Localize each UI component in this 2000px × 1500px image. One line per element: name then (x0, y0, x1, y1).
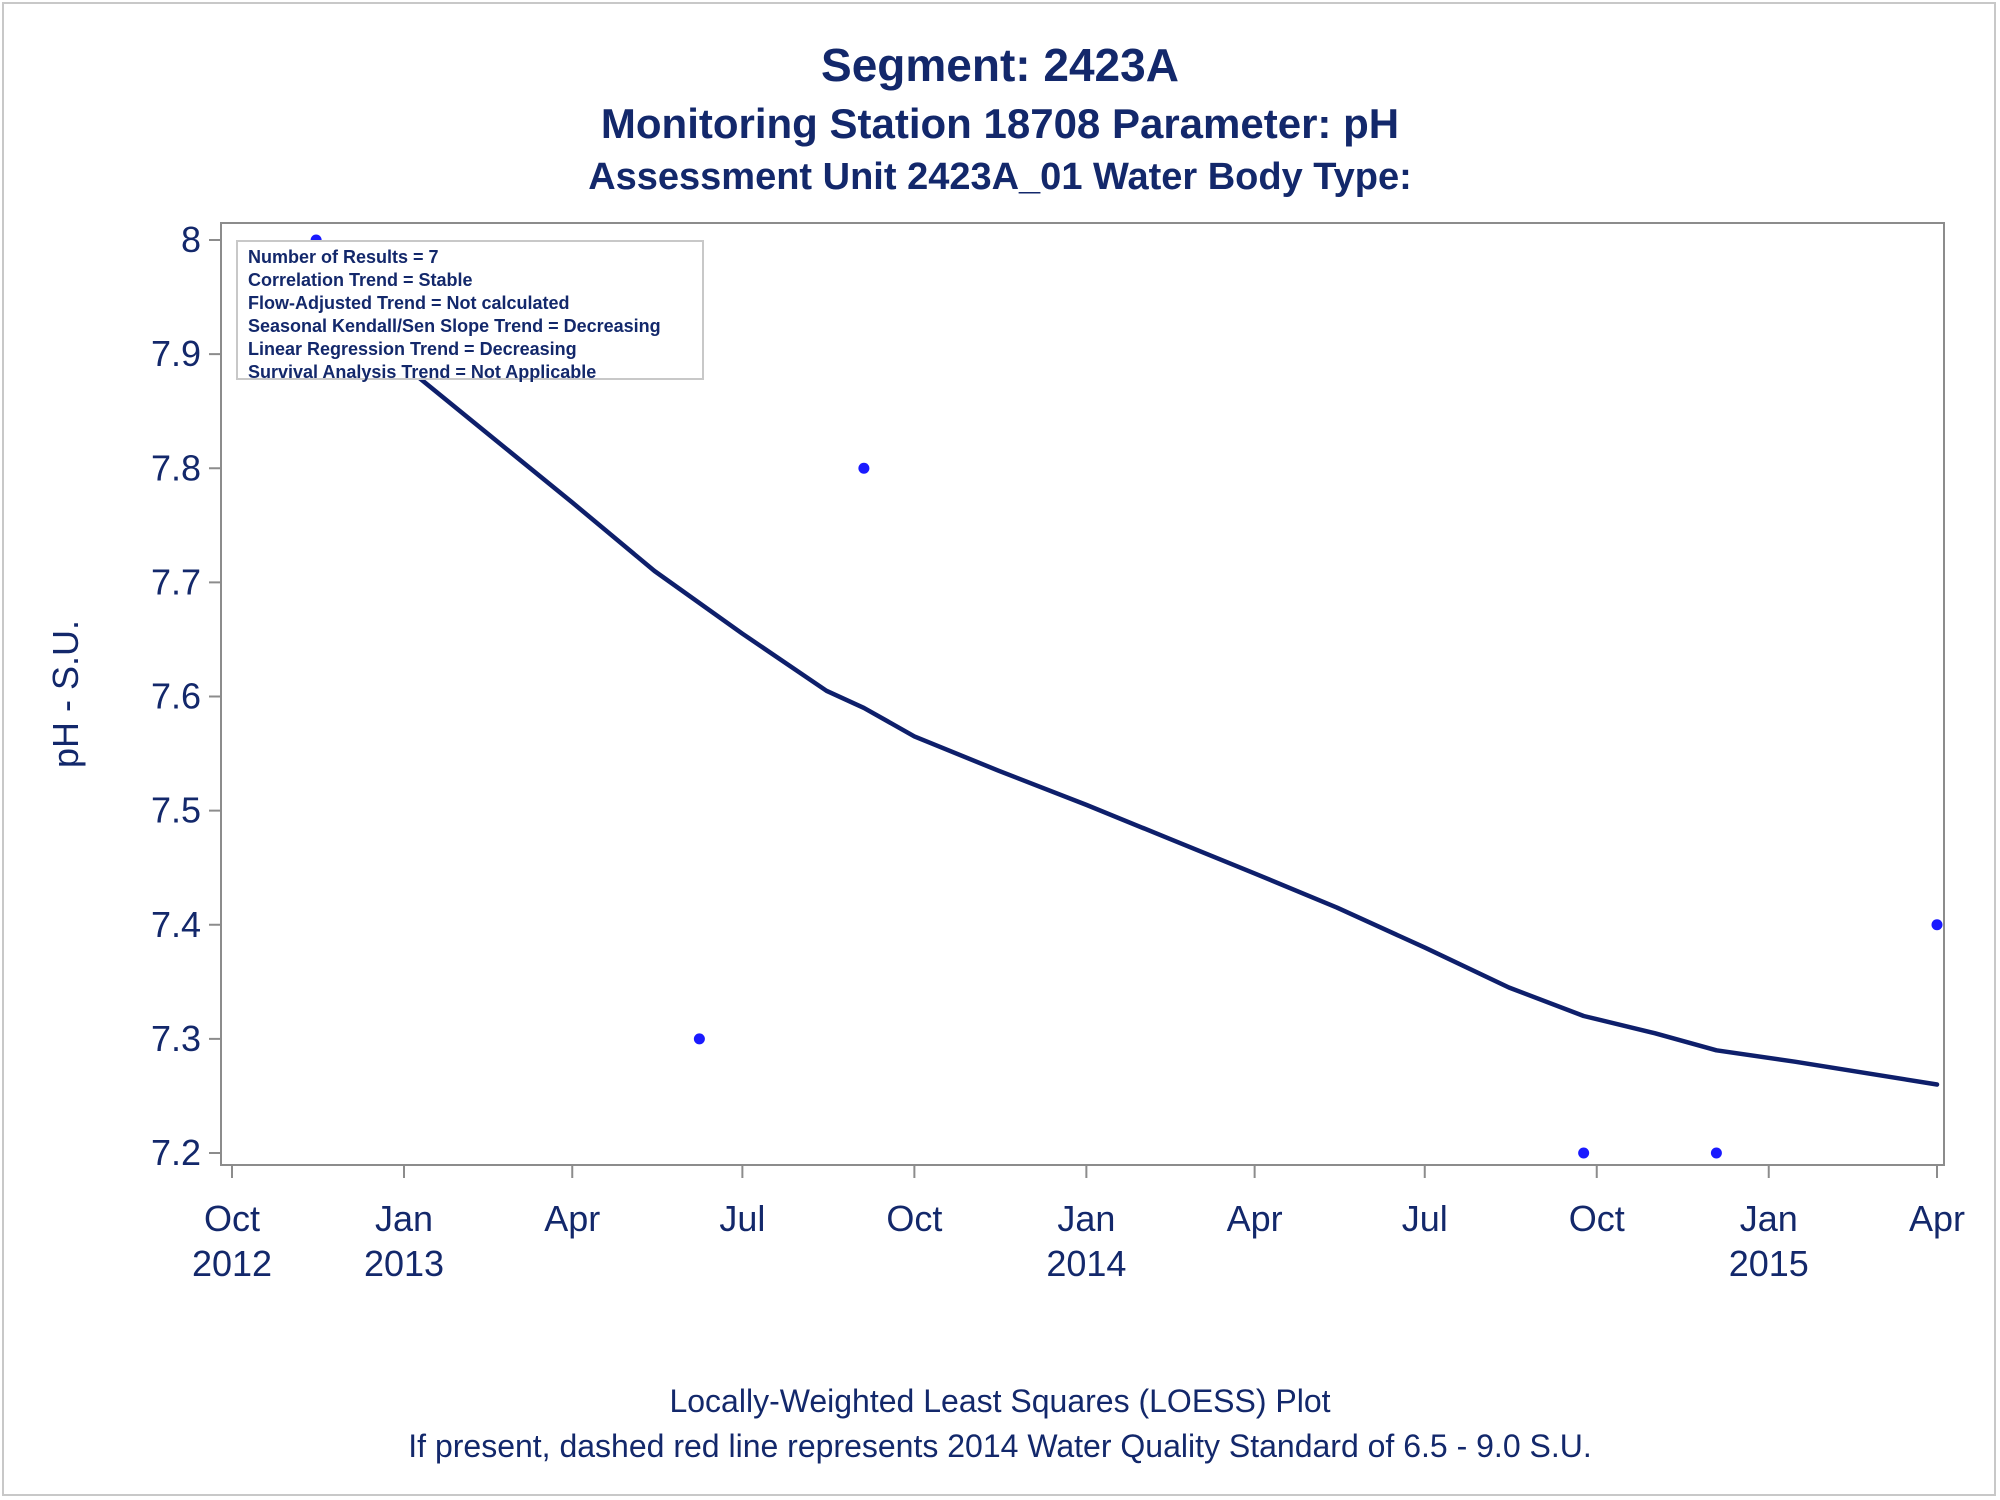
x-tick-year-label: 2015 (1729, 1243, 1809, 1284)
x-tick-label: Jul (1402, 1198, 1448, 1239)
x-tick-label: Jan (375, 1198, 433, 1239)
chart-subtitle-2: Assessment Unit 2423A_01 Water Body Type… (588, 156, 1412, 198)
data-point (1578, 1147, 1590, 1159)
x-tick-label: Jul (719, 1198, 765, 1239)
x-tick-year-label: 2013 (364, 1243, 444, 1284)
x-tick-label: Oct (886, 1198, 942, 1239)
x-tick-label: Apr (544, 1198, 600, 1239)
loess-line (313, 289, 1940, 1087)
stats-seasonal-kendall-trend: Seasonal Kendall/Sen Slope Trend = Decre… (248, 316, 661, 336)
x-tick-label: Oct (1569, 1198, 1625, 1239)
y-axis-label: pH - S.U. (45, 620, 86, 768)
stats-flow-adjusted-trend: Flow-Adjusted Trend = Not calculated (248, 293, 570, 313)
y-tick-label: 7.2 (151, 1132, 201, 1173)
stats-number-of-results: Number of Results = 7 (248, 247, 439, 267)
footnote-loess: Locally-Weighted Least Squares (LOESS) P… (669, 1383, 1331, 1419)
y-tick-label: 7.3 (151, 1018, 201, 1059)
x-tick-label: Jan (1057, 1198, 1115, 1239)
data-point (1710, 1147, 1722, 1159)
x-tick-label: Jan (1740, 1198, 1798, 1239)
x-tick-label: Oct (204, 1198, 260, 1239)
stats-linear-regression-trend: Linear Regression Trend = Decreasing (248, 339, 577, 359)
x-tick-year-label: 2012 (192, 1243, 272, 1284)
y-tick-label: 7.4 (151, 904, 201, 945)
x-tick-year-label: 2014 (1046, 1243, 1126, 1284)
x-tick-label: Apr (1909, 1198, 1965, 1239)
y-axis: 8 7.9 7.8 7.7 7.6 7.5 7.4 7.3 7.2 (151, 219, 221, 1173)
y-tick-label: 7.7 (151, 561, 201, 602)
chart-title: Segment: 2423A (821, 39, 1179, 91)
y-tick-label: 8 (181, 219, 201, 260)
y-tick-label: 7.8 (151, 447, 201, 488)
chart-subtitle: Monitoring Station 18708 Parameter: pH (600, 100, 1400, 147)
loess-layer (313, 289, 1940, 1087)
data-point (1931, 919, 1943, 931)
data-point (858, 462, 870, 474)
plot-area (220, 222, 1945, 1166)
stats-correlation-trend: Correlation Trend = Stable (248, 270, 473, 290)
y-tick-label: 7.9 (151, 333, 201, 374)
stats-box: Number of Results = 7 Correlation Trend … (236, 240, 704, 382)
x-tick-label: Apr (1227, 1198, 1283, 1239)
footnote-standard: If present, dashed red line represents 2… (408, 1428, 1592, 1464)
y-tick-label: 7.5 (151, 790, 201, 831)
data-point (693, 1033, 705, 1045)
y-tick-label: 7.6 (151, 676, 201, 717)
stats-survival-analysis-trend: Survival Analysis Trend = Not Applicable (248, 362, 597, 382)
